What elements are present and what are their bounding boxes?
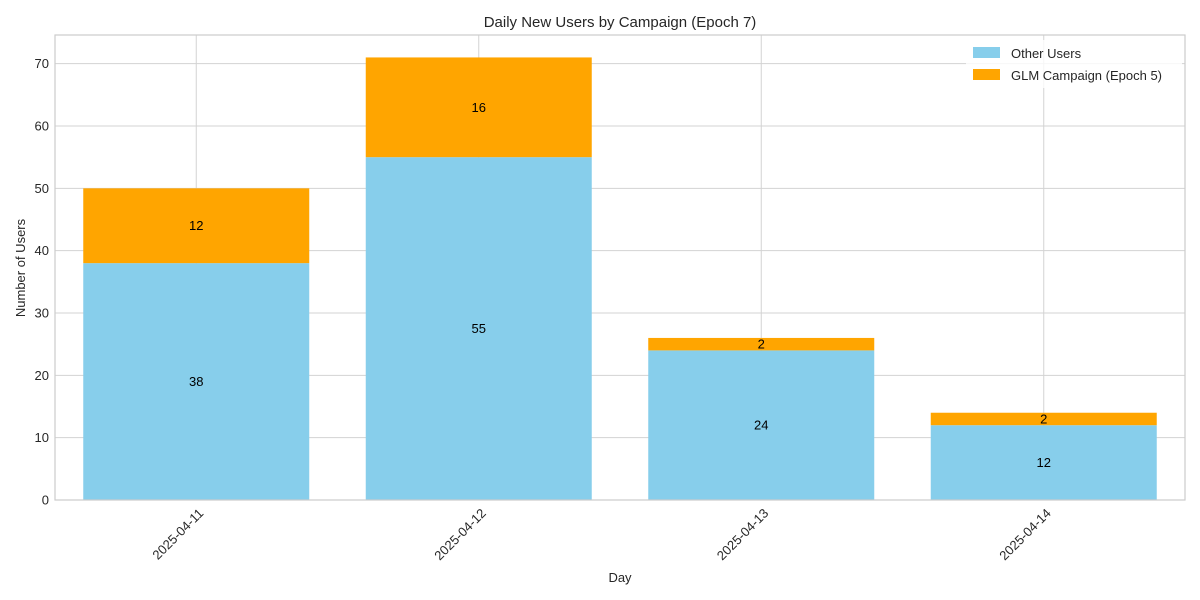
legend-swatch-glm-campaign — [973, 69, 1000, 80]
y-tick-label: 70 — [35, 56, 49, 71]
x-tick-label: 2025-04-14 — [996, 506, 1054, 564]
bar-other-users — [83, 263, 310, 500]
chart-title: Daily New Users by Campaign (Epoch 7) — [484, 14, 757, 31]
y-tick-label: 50 — [35, 181, 49, 196]
bar-value-label: 2 — [1040, 411, 1047, 426]
y-tick-label: 0 — [42, 493, 49, 508]
legend-swatch-other-users — [973, 47, 1000, 58]
x-tick-label: 2025-04-13 — [714, 506, 772, 564]
y-axis-label: Number of Users — [13, 218, 28, 317]
bars — [83, 57, 1157, 501]
bar-value-label: 12 — [189, 218, 203, 233]
y-tick-label: 60 — [35, 119, 49, 134]
bar-value-label: 55 — [472, 321, 486, 336]
bar-value-label: 16 — [472, 100, 486, 115]
bar-other-users — [648, 350, 875, 500]
bar-value-label: 24 — [754, 418, 768, 433]
bar-glm-campaign — [648, 337, 875, 351]
bar-glm-campaign — [83, 188, 310, 264]
x-axis-label: Day — [608, 570, 632, 585]
y-tick-label: 40 — [35, 243, 49, 258]
y-tick-label: 10 — [35, 430, 49, 445]
axes-frame — [54, 34, 1186, 501]
bar-glm-campaign — [365, 57, 592, 158]
y-tick-label: 20 — [35, 368, 49, 383]
bar-other-users — [365, 157, 592, 501]
bar-value-label: 38 — [189, 374, 203, 389]
legend-background — [966, 40, 1182, 88]
bar-other-users — [930, 425, 1157, 500]
plot-frame — [54, 34, 1186, 501]
data-labels: 38 55 24 12 12 16 2 2 — [189, 100, 1051, 470]
bar-value-label: 12 — [1037, 455, 1051, 470]
bar-glm-campaign — [930, 412, 1157, 426]
bar-value-label: 2 — [758, 337, 765, 352]
legend: Other Users GLM Campaign (Epoch 5) — [966, 40, 1182, 88]
y-tick-label: 30 — [35, 306, 49, 321]
x-tick-label: 2025-04-11 — [149, 506, 206, 563]
legend-label-other-users: Other Users — [1011, 46, 1082, 61]
legend-label-glm-campaign: GLM Campaign (Epoch 5) — [1011, 68, 1162, 83]
x-tick-label: 2025-04-12 — [431, 506, 489, 564]
